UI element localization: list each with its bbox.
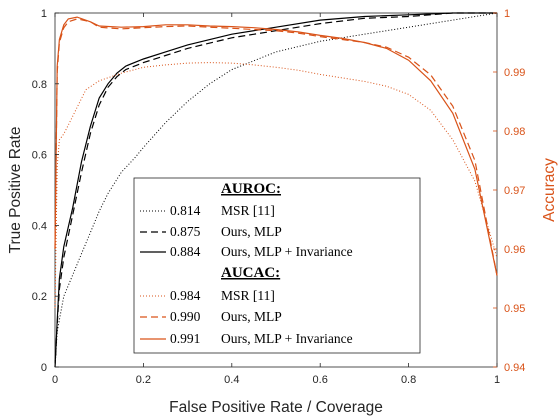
roc-series-dashed — [54, 12, 497, 368]
y-left-tick-label: 1 — [41, 8, 47, 20]
x-tick-label: 0.2 — [136, 374, 151, 386]
y-right-tick-label: 0.99 — [504, 67, 525, 79]
legend-acc-score-1: 0.990 — [170, 309, 201, 324]
y-left-tick-label: 0.2 — [32, 291, 47, 303]
legend-acc-score-2: 0.991 — [170, 331, 200, 346]
acc-series-dotted — [54, 62, 498, 309]
legend-acc-name-2: Ours, MLP + Invariance — [221, 331, 353, 346]
x-tick-label: 0.4 — [224, 374, 239, 386]
y-right-tick-label: 0.98 — [504, 126, 525, 138]
y-left-tick-label: 0.8 — [32, 79, 47, 91]
legend-roc-score-0: 0.814 — [170, 203, 201, 218]
y-left-tick-label: 0.4 — [32, 220, 47, 232]
legend-acc-title: AUCAC: — [221, 265, 280, 281]
legend-roc-name-2: Ours, MLP + Invariance — [221, 244, 353, 259]
roc-series-solid — [54, 12, 497, 368]
y-right-tick-label: 0.94 — [504, 362, 525, 374]
y-left-tick-label: 0 — [41, 362, 47, 374]
y-right-tick-label: 0.96 — [504, 244, 525, 256]
y-axis-left-label: True Positive Rate — [7, 127, 24, 254]
legend-box — [133, 177, 421, 354]
x-tick-label: 0.8 — [401, 374, 416, 386]
y-left-tick-label: 0.6 — [32, 150, 47, 162]
y-right-tick-label: 0.97 — [504, 185, 525, 197]
x-tick-label: 0.6 — [313, 374, 328, 386]
x-axis-label: False Positive Rate / Coverage — [169, 399, 383, 416]
legend-acc-name-0: MSR [11] — [221, 288, 275, 303]
legend-roc-name-1: Ours, MLP — [221, 224, 282, 239]
roc-series-dotted — [54, 12, 498, 368]
legend-roc-title: AUROC: — [221, 181, 281, 197]
acc-series-solid — [54, 16, 498, 276]
legend-acc-score-0: 0.984 — [170, 288, 201, 303]
x-tick-label: 0 — [52, 374, 58, 386]
legend: AUROC: 0.814 MSR [11] 0.875 Ours, MLP 0.… — [133, 177, 421, 354]
legend-roc-name-0: MSR [11] — [221, 203, 275, 218]
y-right-tick-label: 0.95 — [504, 303, 525, 315]
series-layer — [54, 12, 498, 368]
legend-roc-score-1: 0.875 — [170, 224, 201, 239]
ticks-layer: 0 0.2 0.4 0.6 0.8 1 0 0.2 0.4 0.6 0.8 1 0.94 0.95 0.96… — [32, 8, 526, 386]
legend-acc-name-1: Ours, MLP — [221, 309, 282, 324]
y-right-tick-label: 1 — [504, 8, 510, 20]
legend-roc-score-2: 0.884 — [170, 244, 201, 259]
acc-series-dashed — [54, 18, 498, 276]
x-tick-label: 1 — [494, 374, 500, 386]
y-axis-right-label: Accuracy — [541, 158, 558, 222]
